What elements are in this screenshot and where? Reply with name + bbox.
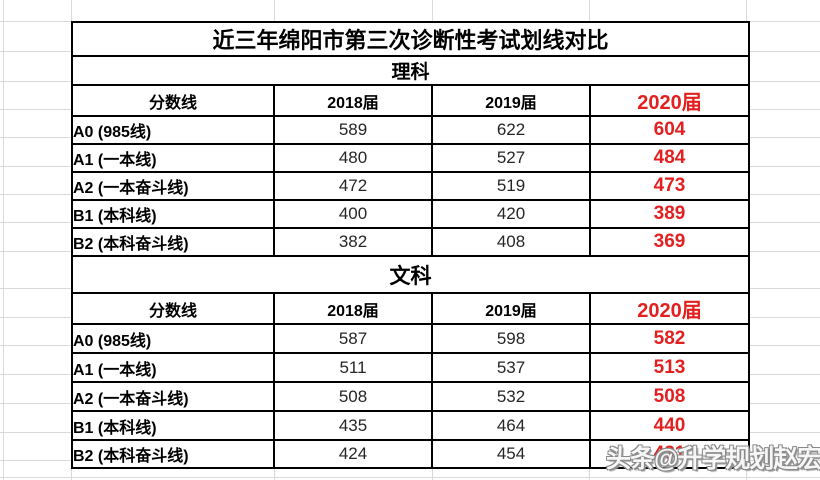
header-row-arts: 分数线 2018届 2019届 2020届	[71, 292, 751, 325]
score-line-name: A1 (一本线)	[71, 352, 275, 383]
table-row: B2 (本科奋斗线) 382 408 369	[71, 227, 751, 257]
score-line-name: A0 (985线)	[71, 115, 275, 145]
score-line-name: B2 (本科奋斗线)	[71, 439, 275, 469]
score-line-name: B1 (本科线)	[71, 410, 275, 441]
score-2019: 532	[431, 381, 591, 412]
score-2020: 473	[588, 171, 751, 201]
score-2018: 382	[273, 227, 433, 257]
score-2018: 589	[273, 115, 433, 145]
section-row-science: 理科	[70, 55, 751, 86]
column-header-2020: 2020届	[588, 292, 751, 325]
score-line-name: A1 (一本线)	[71, 143, 275, 173]
score-2020: 389	[588, 199, 751, 229]
score-2018: 424	[273, 439, 433, 469]
score-2018: 511	[273, 352, 433, 383]
score-2019: 420	[431, 199, 591, 229]
grid-line-horizontal	[0, 477, 820, 478]
score-2019: 519	[431, 171, 591, 201]
score-2018: 472	[273, 171, 433, 201]
score-2020: 431	[588, 439, 751, 469]
score-line-name: A2 (一本奋斗线)	[71, 381, 275, 412]
table-row: B1 (本科线) 400 420 389	[71, 199, 751, 229]
score-2020: 604	[588, 115, 751, 145]
score-2019: 464	[431, 410, 591, 441]
table-row: A2 (一本奋斗线) 472 519 473	[71, 171, 751, 201]
table-row: A1 (一本线) 480 527 484	[71, 143, 751, 173]
column-header-2020: 2020届	[588, 84, 751, 117]
score-2018: 480	[273, 143, 433, 173]
score-2020: 369	[588, 227, 751, 257]
score-line-name: A0 (985线)	[71, 323, 275, 354]
score-line-name: A2 (一本奋斗线)	[71, 171, 275, 201]
table-row: B1 (本科线) 435 464 440	[71, 410, 751, 441]
section-header-arts: 文科	[70, 255, 751, 294]
column-header-2019: 2019届	[431, 292, 591, 325]
score-2020: 582	[588, 323, 751, 354]
section-header-science: 理科	[70, 55, 751, 86]
column-header-2018: 2018届	[273, 292, 433, 325]
column-header-score-line: 分数线	[71, 84, 275, 117]
score-2020: 440	[588, 410, 751, 441]
score-2019: 454	[431, 439, 591, 469]
score-2018: 400	[273, 199, 433, 229]
score-2019: 537	[431, 352, 591, 383]
score-2019: 598	[431, 323, 591, 354]
score-2019: 408	[431, 227, 591, 257]
score-2018: 435	[273, 410, 433, 441]
table-row: B2 (本科奋斗线) 424 454 431	[71, 439, 751, 469]
table-row: A1 (一本线) 511 537 513	[71, 352, 751, 383]
table-row: A0 (985线) 587 598 582	[71, 323, 751, 354]
score-line-name: B1 (本科线)	[71, 199, 275, 229]
score-2018: 508	[273, 381, 433, 412]
score-2019: 622	[431, 115, 591, 145]
column-header-score-line: 分数线	[71, 292, 275, 325]
title-row: 近三年绵阳市第三次诊断性考试划线对比	[70, 21, 751, 57]
score-2020: 513	[588, 352, 751, 383]
section-row-arts: 文科	[70, 255, 751, 294]
score-2020: 484	[588, 143, 751, 173]
column-header-2018: 2018届	[273, 84, 433, 117]
score-line-name: B2 (本科奋斗线)	[71, 227, 275, 257]
table-row: A0 (985线) 589 622 604	[71, 115, 751, 145]
score-2018: 587	[273, 323, 433, 354]
score-2019: 527	[431, 143, 591, 173]
watermark: 头条@升学规划赵宏	[606, 445, 820, 473]
header-row-science: 分数线 2018届 2019届 2020届	[71, 84, 751, 117]
column-header-2019: 2019届	[431, 84, 591, 117]
table-row: A2 (一本奋斗线) 508 532 508	[71, 381, 751, 412]
table-title: 近三年绵阳市第三次诊断性考试划线对比	[70, 21, 751, 57]
score-comparison-table: 近三年绵阳市第三次诊断性考试划线对比 理科 分数线 2018届 2019届 20…	[70, 21, 751, 469]
score-2020: 508	[588, 381, 751, 412]
grid-line-vertical	[3, 0, 4, 480]
